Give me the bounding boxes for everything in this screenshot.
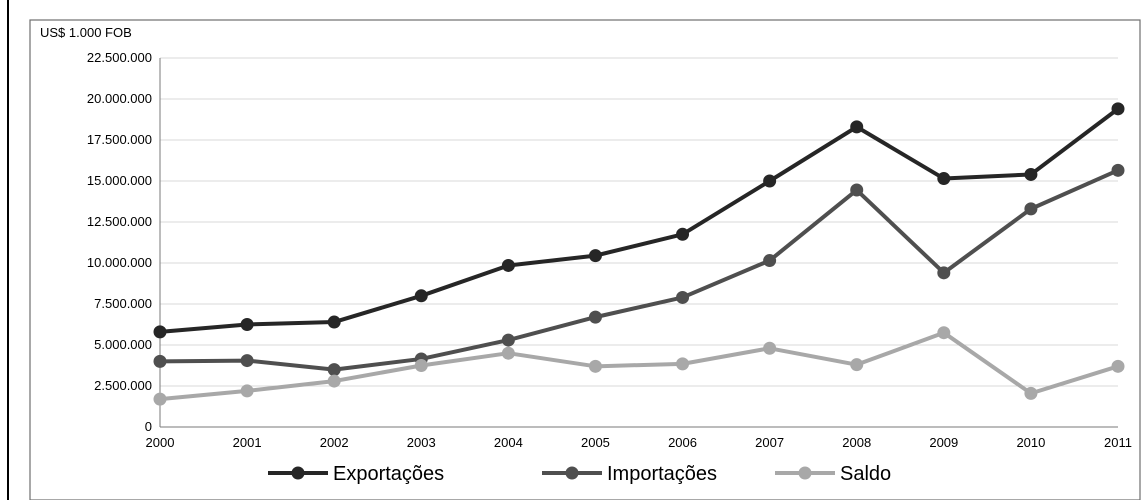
legend-marker — [291, 466, 305, 480]
x-tick-label: 2000 — [146, 435, 175, 450]
data-point — [850, 120, 864, 134]
x-tick-label: 2005 — [581, 435, 610, 450]
x-tick-label: 2004 — [494, 435, 523, 450]
data-point — [588, 249, 602, 263]
legend-label: Importações — [607, 463, 717, 485]
data-point — [501, 258, 515, 272]
data-point — [240, 384, 254, 398]
data-point — [588, 359, 602, 373]
chart-frame — [29, 19, 1141, 500]
legend: Exportações Importações Saldo — [268, 463, 891, 485]
legend-label: Exportações — [333, 463, 444, 485]
data-point — [501, 333, 515, 347]
data-point — [676, 227, 690, 241]
legend-marker — [565, 466, 579, 480]
data-point — [240, 318, 254, 331]
data-point — [414, 289, 428, 303]
data-point — [327, 363, 341, 377]
data-point — [763, 341, 777, 355]
x-tick-label: 2008 — [842, 435, 871, 450]
legend-marker — [798, 466, 812, 480]
data-point — [676, 357, 690, 371]
data-point — [1024, 386, 1038, 400]
y-tick-label: 2.500.000 — [94, 378, 152, 393]
data-point — [937, 326, 951, 340]
x-tick-labels: 2000 2001 2002 2003 2004 2005 2006 2007 2008 2009… — [146, 435, 1132, 450]
data-point — [1111, 359, 1125, 373]
series-layer — [153, 102, 1125, 406]
data-point — [153, 325, 167, 339]
data-point — [1024, 167, 1038, 181]
x-tick-label: 2003 — [407, 435, 436, 450]
series-line — [159, 107, 1120, 334]
y-tick-label: 7.500.000 — [94, 296, 152, 311]
x-tick-label: 2010 — [1016, 435, 1045, 450]
y-tick-label: 20.000.000 — [87, 91, 152, 106]
y-tick-label: 5.000.000 — [94, 337, 152, 352]
data-point — [240, 354, 254, 368]
x-tick-label: 2009 — [929, 435, 958, 450]
y-tick-label: 22.500.000 — [87, 50, 152, 65]
series-line — [159, 330, 1119, 402]
data-point — [937, 172, 951, 186]
y-tick-label: 0 — [145, 419, 152, 434]
data-point — [763, 254, 777, 268]
data-point — [327, 315, 341, 329]
data-point — [153, 392, 167, 406]
x-tick-label: 2006 — [668, 435, 697, 450]
data-point — [1111, 102, 1125, 116]
data-point — [850, 183, 864, 197]
data-point — [1024, 202, 1038, 216]
x-tick-label: 2001 — [233, 435, 262, 450]
x-tick-label: 2007 — [755, 435, 784, 450]
legend-label: Saldo — [840, 463, 891, 485]
y-tick-label: 17.500.000 — [87, 132, 152, 147]
y-tick-labels: 0 2.500.000 5.000.000 7.500.000 10.000.000 12… — [87, 50, 152, 434]
data-point — [588, 310, 602, 324]
x-tick-label: 2002 — [320, 435, 349, 450]
data-point — [937, 266, 951, 280]
y-tick-label: 10.000.000 — [87, 255, 152, 270]
y-unit-label: US$ 1.000 FOB — [40, 25, 132, 40]
data-point — [327, 374, 341, 388]
data-point — [763, 174, 777, 188]
x-tick-label: 2011 — [1104, 435, 1132, 450]
data-point — [850, 358, 864, 372]
data-point — [1111, 163, 1125, 177]
series-line — [159, 168, 1119, 372]
data-point — [501, 346, 515, 360]
y-tick-label: 12.500.000 — [87, 214, 152, 229]
data-point — [153, 354, 167, 368]
data-point — [414, 359, 428, 372]
y-tick-label: 15.000.000 — [87, 173, 152, 188]
data-point — [676, 290, 690, 304]
grid — [159, 57, 1118, 428]
